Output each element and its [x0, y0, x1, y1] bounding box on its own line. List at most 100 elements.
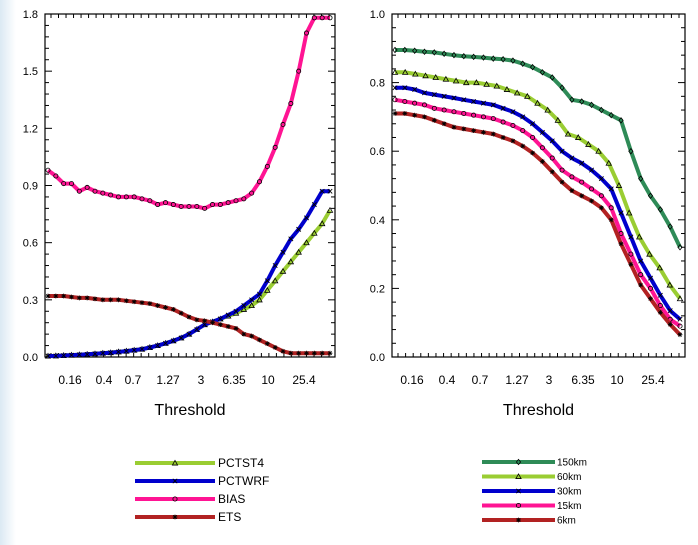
- legend-label: 15km: [557, 501, 581, 512]
- data-point: [264, 163, 270, 169]
- legend-label: 30km: [557, 487, 581, 498]
- data-point: [311, 229, 318, 236]
- x-tick-label: 0.4: [96, 373, 113, 387]
- panel-left-chart: 0.0 0.3 0.6 0.9 1.2 1.5 1.8 0.16 0.4 0.7 1.27 3 6.35…: [23, 9, 336, 419]
- data-point: [615, 182, 623, 188]
- data-point: [598, 106, 604, 114]
- legend-label: 60km: [557, 472, 581, 483]
- data-point: [240, 305, 248, 312]
- data-point: [432, 74, 439, 80]
- data-point: [549, 169, 555, 175]
- data-point: [319, 350, 325, 356]
- data-point: [233, 326, 239, 331]
- data-point: [628, 147, 634, 155]
- data-point: [513, 89, 521, 96]
- data-point: [412, 100, 418, 106]
- data-point: [638, 175, 644, 182]
- data-point: [422, 114, 427, 120]
- data-point: [233, 198, 239, 204]
- legend-marker: [172, 478, 178, 484]
- data-point: [248, 302, 255, 309]
- data-point: [461, 97, 467, 103]
- data-point: [279, 267, 287, 274]
- data-point: [500, 119, 506, 125]
- data-point: [529, 63, 536, 71]
- data-point: [178, 310, 184, 316]
- data-point: [628, 234, 634, 240]
- data-point: [544, 106, 551, 113]
- data-point: [402, 111, 408, 116]
- data-point: [76, 352, 82, 358]
- data-point: [530, 134, 536, 140]
- data-point: [257, 337, 262, 343]
- data-point: [421, 48, 428, 55]
- data-point: [539, 129, 545, 135]
- y-tick-label: 0.4: [370, 215, 385, 227]
- data-point: [131, 347, 137, 353]
- data-point: [480, 54, 487, 61]
- data-point: [249, 297, 255, 303]
- data-point: [84, 184, 90, 190]
- data-point: [574, 134, 582, 140]
- data-point: [647, 192, 654, 200]
- data-point: [636, 233, 643, 240]
- data-point: [628, 261, 634, 267]
- data-point: [303, 239, 310, 246]
- data-point: [53, 293, 59, 299]
- data-point: [471, 98, 477, 104]
- legend-label: 150km: [557, 458, 587, 469]
- data-point: [170, 306, 176, 312]
- data-point: [256, 296, 263, 303]
- data-point: [490, 55, 496, 62]
- y-tick-label: 0.0: [23, 352, 38, 364]
- data-point: [162, 200, 168, 206]
- x-tick-label: 0.7: [472, 373, 489, 387]
- data-point: [490, 102, 496, 108]
- legend-label: PCTWRF: [218, 474, 269, 488]
- legend-marker: [515, 488, 522, 494]
- data-point: [256, 179, 262, 185]
- y-tick-label: 0.8: [370, 78, 385, 90]
- data-point: [303, 30, 309, 36]
- data-point: [559, 148, 565, 154]
- data-point: [539, 145, 545, 151]
- data-point: [178, 203, 184, 209]
- legend-entry: PCTWRF: [135, 474, 269, 488]
- data-point: [677, 332, 683, 338]
- data-point: [605, 159, 613, 166]
- data-point: [461, 110, 467, 116]
- data-point: [108, 192, 114, 198]
- data-point: [288, 236, 294, 242]
- data-point: [564, 130, 572, 137]
- data-point: [311, 350, 317, 356]
- data-point: [392, 111, 398, 116]
- data-point: [559, 179, 565, 185]
- data-point: [295, 248, 302, 255]
- data-point: [92, 351, 98, 357]
- data-point: [579, 193, 585, 199]
- data-point: [480, 114, 486, 120]
- data-point: [520, 143, 526, 149]
- data-point: [559, 167, 565, 173]
- data-point: [524, 92, 531, 99]
- data-point: [579, 160, 585, 166]
- data-point: [272, 144, 278, 150]
- legend-entry: ETS: [135, 510, 241, 524]
- series-15km: [392, 97, 683, 329]
- data-point: [441, 107, 447, 113]
- data-point: [503, 86, 511, 92]
- data-point: [585, 140, 592, 147]
- data-point: [500, 135, 506, 140]
- data-point: [530, 121, 536, 127]
- panel-right-chart: 0.0 0.2 0.4 0.6 0.8 1.0 0.16 0.4 0.7 1.27 3 6.35 10 2…: [370, 9, 686, 419]
- data-point: [608, 111, 614, 119]
- data-point: [210, 320, 215, 326]
- data-point: [608, 217, 614, 223]
- data-point: [510, 138, 516, 144]
- data-point: [579, 179, 585, 185]
- legend-marker: [516, 517, 521, 523]
- data-point: [327, 15, 333, 21]
- data-point: [53, 173, 59, 179]
- data-point: [657, 292, 663, 298]
- data-point: [510, 57, 516, 64]
